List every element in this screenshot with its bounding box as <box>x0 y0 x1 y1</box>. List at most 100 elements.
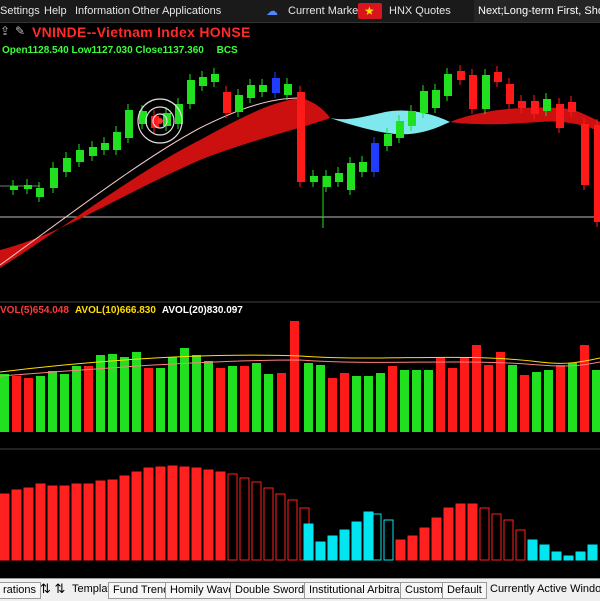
menu-settings[interactable]: Settings <box>0 5 40 17</box>
custom-button[interactable]: Custom <box>400 582 448 599</box>
volume-bar <box>556 365 565 432</box>
histogram-bar <box>339 529 350 561</box>
histogram-bar <box>327 535 338 561</box>
target-icon <box>137 98 183 144</box>
bottom-toolbar: rations ⇅ ⇅ Templat Fund Trend Homily Wa… <box>0 578 600 601</box>
news-marquee[interactable]: Next;Long-term First, Short <box>474 0 600 22</box>
candle-body <box>211 74 219 82</box>
default-button[interactable]: Default <box>442 582 487 599</box>
market-name[interactable]: HNX Quotes <box>389 5 451 17</box>
volume-bar <box>228 366 237 432</box>
histogram-bar <box>239 477 250 561</box>
histogram-bar <box>419 527 430 561</box>
histogram-bar <box>263 487 274 561</box>
volume-bar <box>120 357 129 432</box>
cloud-icon[interactable]: ☁ <box>266 4 278 18</box>
candle-body <box>101 143 109 150</box>
histogram-bar <box>563 555 574 561</box>
menu-bar: Settings Help Information Other Applicat… <box>0 0 600 23</box>
volume-bar <box>460 358 469 432</box>
tab-operations[interactable]: rations <box>0 582 42 599</box>
candle-body <box>347 163 355 190</box>
homily-wave-button[interactable]: Homily Wave <box>165 582 240 599</box>
histogram-bar <box>95 480 106 561</box>
candle-body <box>444 74 452 96</box>
candle-body <box>543 99 551 111</box>
histogram-bar <box>395 539 406 561</box>
candle-body <box>371 143 379 172</box>
volume-avg-line <box>0 359 600 377</box>
histogram-bar <box>383 519 394 561</box>
volume-bar <box>340 373 349 432</box>
chart-canvas[interactable] <box>0 0 600 578</box>
candle-body <box>24 185 32 189</box>
volume-bar <box>108 354 117 432</box>
fund-trend-button[interactable]: Fund Trend <box>108 582 175 599</box>
volume-bar <box>532 372 541 432</box>
flag-icon[interactable]: ★ <box>358 3 382 19</box>
export-icon[interactable]: ⇪ <box>0 24 11 38</box>
volume-bar <box>180 348 189 432</box>
volume-bar <box>496 352 505 432</box>
histogram-bar <box>315 541 326 561</box>
histogram-bar <box>371 513 382 561</box>
histogram-bar <box>491 513 502 561</box>
template-label: Templat <box>72 583 111 595</box>
candle-body <box>568 102 576 112</box>
menu-information[interactable]: Information <box>75 5 131 17</box>
volume-legend-item: AVOL(10)666.830 <box>74 305 156 316</box>
volume-bar <box>316 365 325 432</box>
draw-icon[interactable]: ✎ <box>15 24 26 38</box>
histogram-bar <box>47 485 58 561</box>
ohlc-readout: Open1128.540 Low1127.030 Close1137.360 B… <box>2 45 238 56</box>
candle-body <box>408 111 416 126</box>
volume-bar <box>436 358 445 432</box>
target-icon <box>152 113 168 129</box>
menu-other-applications[interactable]: Other Applications <box>132 5 222 17</box>
candle-body <box>10 186 18 190</box>
histogram-bar <box>71 483 82 561</box>
trend-line <box>0 97 301 266</box>
volume-bar <box>400 370 409 432</box>
active-window-label: Currently Active Window: <box>490 583 600 595</box>
updown-arrow-icon[interactable]: ⇅ ⇅ <box>40 581 66 596</box>
candle-body <box>482 75 490 109</box>
histogram-bar <box>287 499 298 561</box>
institutional-arbitrage-button[interactable]: Institutional Arbitrage <box>304 582 417 599</box>
histogram-bar <box>407 535 418 561</box>
volume-bar <box>568 363 577 432</box>
volume-bar <box>168 357 177 432</box>
volume-bar <box>520 375 529 432</box>
candle-body <box>323 176 331 187</box>
histogram-bar <box>215 471 226 561</box>
histogram-bar <box>275 493 286 561</box>
candle-body <box>139 111 147 124</box>
volume-bar <box>96 355 105 432</box>
volume-bar <box>12 376 21 432</box>
candle-body <box>151 116 159 128</box>
candle-body <box>335 173 343 182</box>
histogram-bar <box>83 483 94 561</box>
menu-help[interactable]: Help <box>44 5 67 17</box>
candle-body <box>457 71 465 80</box>
candle-body <box>494 72 502 82</box>
candle-body <box>50 168 58 188</box>
volume-bar <box>364 376 373 432</box>
double-swords-button[interactable]: Double Swords <box>230 582 315 599</box>
histogram-bar <box>527 539 538 561</box>
volume-bar <box>36 376 45 432</box>
candle-body <box>175 104 183 124</box>
histogram-bar <box>551 551 562 561</box>
candle-body <box>594 125 600 222</box>
volume-bar <box>240 366 249 432</box>
histogram-bar <box>479 507 490 561</box>
volume-bar <box>144 368 153 432</box>
candle-body <box>125 110 133 138</box>
volume-bar <box>304 363 313 432</box>
candle-body <box>247 85 255 98</box>
candle-body <box>384 134 392 146</box>
histogram-bar <box>155 466 166 561</box>
volume-bar <box>252 363 261 432</box>
candle-body <box>259 85 267 92</box>
volume-bar <box>412 370 421 432</box>
